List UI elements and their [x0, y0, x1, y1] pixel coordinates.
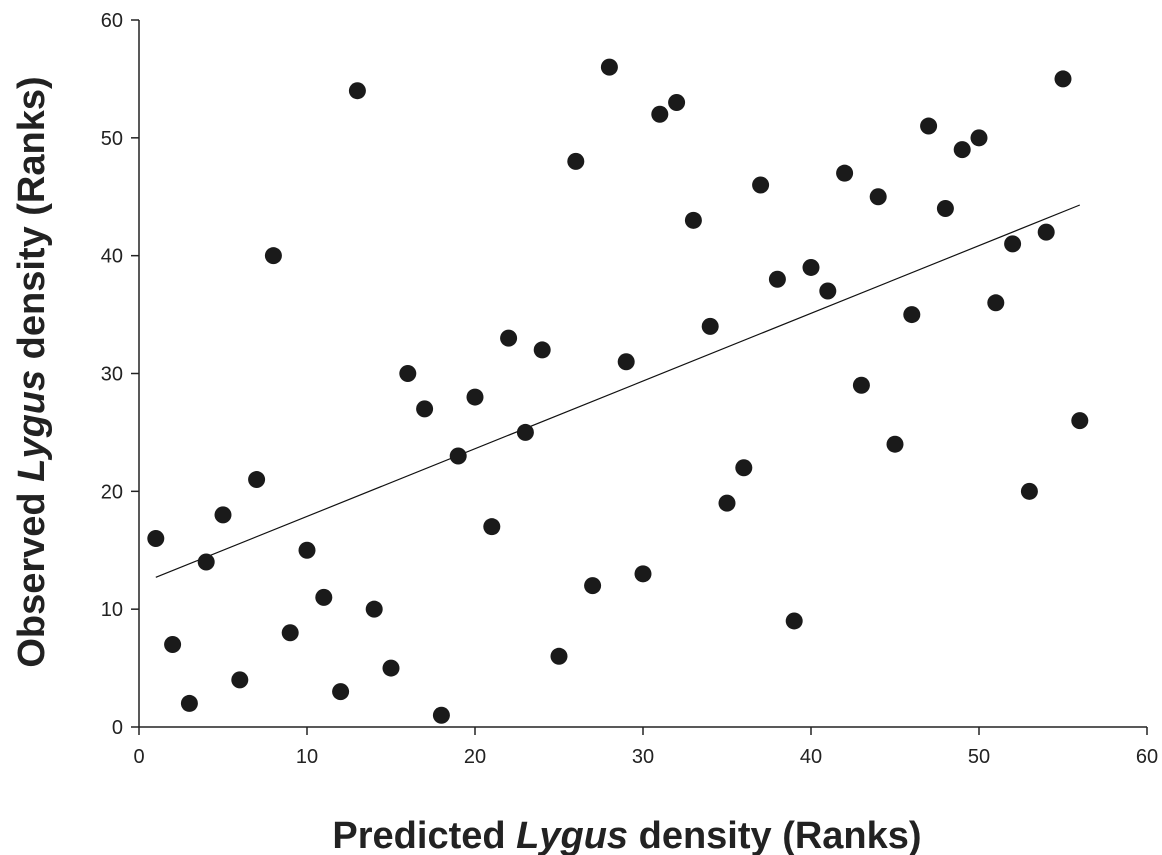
- x-ticks: 0 10 20 30 40 50 60: [133, 727, 1158, 768]
- data-point: [617, 353, 635, 371]
- x-axis-title: Predicted Lygus density (Ranks): [332, 815, 921, 855]
- data-point: [315, 588, 333, 606]
- data-point: [752, 176, 770, 194]
- data-point: [248, 471, 266, 489]
- data-point: [768, 270, 786, 288]
- data-point: [567, 152, 585, 170]
- x-tick-label: 30: [632, 746, 654, 768]
- data-point: [869, 188, 887, 206]
- data-point: [1054, 70, 1072, 88]
- y-ticks: 0 10 20 30 40 50 60: [101, 10, 139, 739]
- data-point: [785, 612, 803, 630]
- x-tick-label: 60: [1136, 746, 1158, 768]
- data-point: [432, 706, 450, 724]
- y-tick-label: 40: [101, 246, 123, 268]
- data-point: [735, 459, 753, 477]
- data-point: [516, 423, 534, 441]
- data-point: [533, 341, 551, 359]
- data-point: [281, 624, 299, 642]
- data-point: [987, 294, 1005, 312]
- regression-line: [155, 204, 1081, 578]
- data-point: [231, 671, 249, 689]
- regression-line-group: [155, 204, 1081, 578]
- data-point: [852, 376, 870, 394]
- x-title-part-3: density (Ranks): [628, 815, 922, 855]
- x-tick-label: 20: [464, 746, 486, 768]
- data-point: [399, 365, 417, 382]
- axes: [138, 20, 1147, 728]
- data-point: [718, 494, 736, 512]
- data-point: [164, 636, 182, 654]
- x-tick-label: 50: [968, 746, 990, 768]
- data-point: [886, 435, 904, 453]
- data-point: [802, 258, 820, 276]
- data-point: [550, 647, 568, 665]
- data-point: [1071, 412, 1089, 430]
- data-point: [197, 553, 215, 571]
- x-title-part-1: Predicted: [332, 815, 516, 855]
- data-point: [701, 317, 719, 335]
- data-point: [1004, 235, 1022, 253]
- y-tick-label: 10: [101, 599, 123, 621]
- data-point: [936, 200, 954, 218]
- data-point: [264, 247, 282, 265]
- data-point: [819, 282, 837, 300]
- data-point: [416, 400, 434, 418]
- data-point: [953, 141, 971, 159]
- data-point: [634, 565, 652, 583]
- data-point: [970, 129, 988, 147]
- data-point: [584, 577, 602, 595]
- data-point: [600, 58, 618, 76]
- y-axis-title: Observed Lygus density (Ranks): [11, 76, 53, 667]
- data-point: [1037, 223, 1055, 241]
- y-tick-label: 50: [101, 128, 123, 150]
- y-tick-label: 60: [101, 10, 123, 32]
- x-title-part-2: Lygus: [516, 815, 628, 855]
- y-title-part-1: Observed: [11, 482, 53, 668]
- data-point: [365, 600, 383, 618]
- data-point: [920, 117, 938, 135]
- x-tick-label: 0: [133, 746, 144, 768]
- data-point: [466, 388, 484, 406]
- data-point: [668, 93, 686, 111]
- data-point: [836, 164, 854, 182]
- data-point: [449, 447, 467, 465]
- x-tick-label: 10: [296, 746, 318, 768]
- data-point: [147, 529, 165, 547]
- data-point: [382, 659, 400, 677]
- data-point: [332, 683, 350, 701]
- y-title-part-2: Lygus: [11, 370, 53, 482]
- data-point: [348, 82, 366, 100]
- data-point: [684, 211, 702, 229]
- data-point: [298, 541, 316, 559]
- data-point: [1020, 482, 1038, 500]
- data-point: [214, 506, 232, 524]
- data-point: [500, 329, 518, 347]
- data-point: [903, 306, 921, 324]
- y-title-part-3: density (Ranks): [11, 76, 53, 370]
- y-tick-label: 20: [101, 481, 123, 503]
- data-point: [180, 694, 198, 712]
- y-tick-label: 30: [101, 364, 123, 386]
- data-point: [483, 518, 501, 536]
- y-tick-label: 0: [112, 717, 123, 739]
- x-tick-label: 40: [800, 746, 822, 768]
- data-point: [651, 105, 669, 123]
- data-points: [147, 58, 1089, 724]
